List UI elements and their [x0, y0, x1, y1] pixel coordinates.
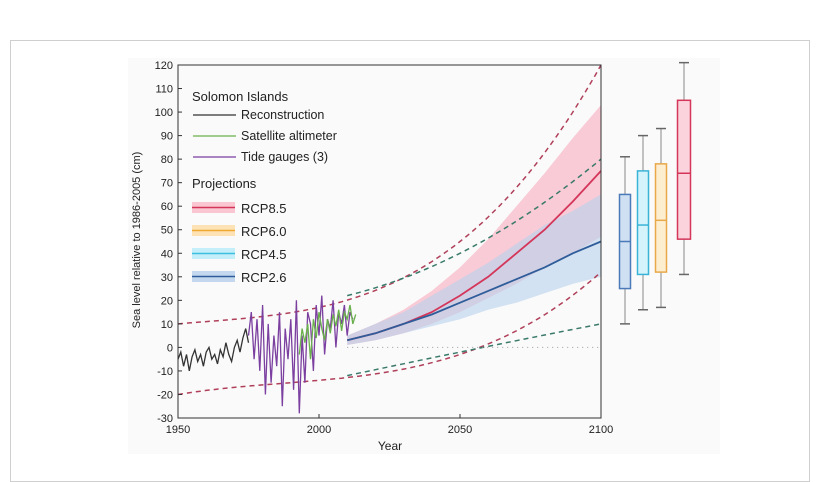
x-tick-label: 2000	[307, 424, 331, 436]
x-tick-label: 2050	[448, 424, 472, 436]
y-tick-label: -10	[157, 366, 173, 378]
plot-area-border	[177, 64, 602, 419]
legend-projections-title: Projections	[192, 176, 257, 191]
y-tick-label: 30	[161, 272, 173, 284]
series-satellite-altimeter	[298, 304, 357, 360]
median-rcp2.6	[346, 240, 602, 342]
y-tick-label: -20	[157, 389, 173, 401]
y-tick-label: 110	[155, 84, 173, 96]
legend-title: Solomon Islands	[192, 89, 289, 104]
legend-entry: RCP6.0	[241, 224, 287, 239]
legend-entry: Tide gauges (3)	[241, 150, 328, 164]
boxplot-box-rcp6.0	[654, 163, 668, 273]
y-tick-label: 120	[155, 60, 173, 72]
y-tick-label: 50	[161, 225, 173, 237]
y-tick-label: 10	[161, 319, 173, 331]
x-tick-label: 2100	[589, 424, 613, 436]
y-tick-label: 70	[161, 178, 173, 190]
band-rcp2.6	[347, 194, 601, 345]
legend-entry: Satellite altimeter	[241, 129, 337, 143]
y-tick-label: 100	[155, 107, 173, 119]
y-axis-label: Sea level relative to 1986-2005 (cm)	[131, 152, 143, 329]
y-tick-label: 60	[161, 201, 173, 213]
dashed-envelope-line	[347, 323, 602, 377]
dashed-envelope-line	[177, 271, 602, 396]
legend-entry: RCP2.6	[241, 270, 287, 285]
dashed-envelope-line	[177, 64, 602, 325]
boxplot-box-rcp8.5	[676, 99, 692, 240]
legend-entry: Reconstruction	[241, 108, 324, 122]
y-tick-label: 80	[161, 154, 173, 166]
y-tick-label: -30	[157, 413, 173, 425]
boxplot-box-rcp4.5	[636, 170, 650, 276]
series-reconstruction	[177, 328, 250, 372]
y-tick-label: 90	[161, 131, 173, 143]
x-axis-label: Year	[378, 439, 402, 453]
legend-entry: RCP4.5	[241, 247, 287, 262]
legend-entry: RCP8.5	[241, 201, 287, 216]
x-tick-label: 1950	[166, 424, 190, 436]
y-tick-label: 40	[161, 248, 173, 260]
series-tide-gauges-3-	[247, 295, 354, 414]
y-tick-label: 20	[161, 295, 173, 307]
dashed-envelope-line	[347, 158, 602, 297]
y-tick-label: 0	[167, 342, 173, 354]
